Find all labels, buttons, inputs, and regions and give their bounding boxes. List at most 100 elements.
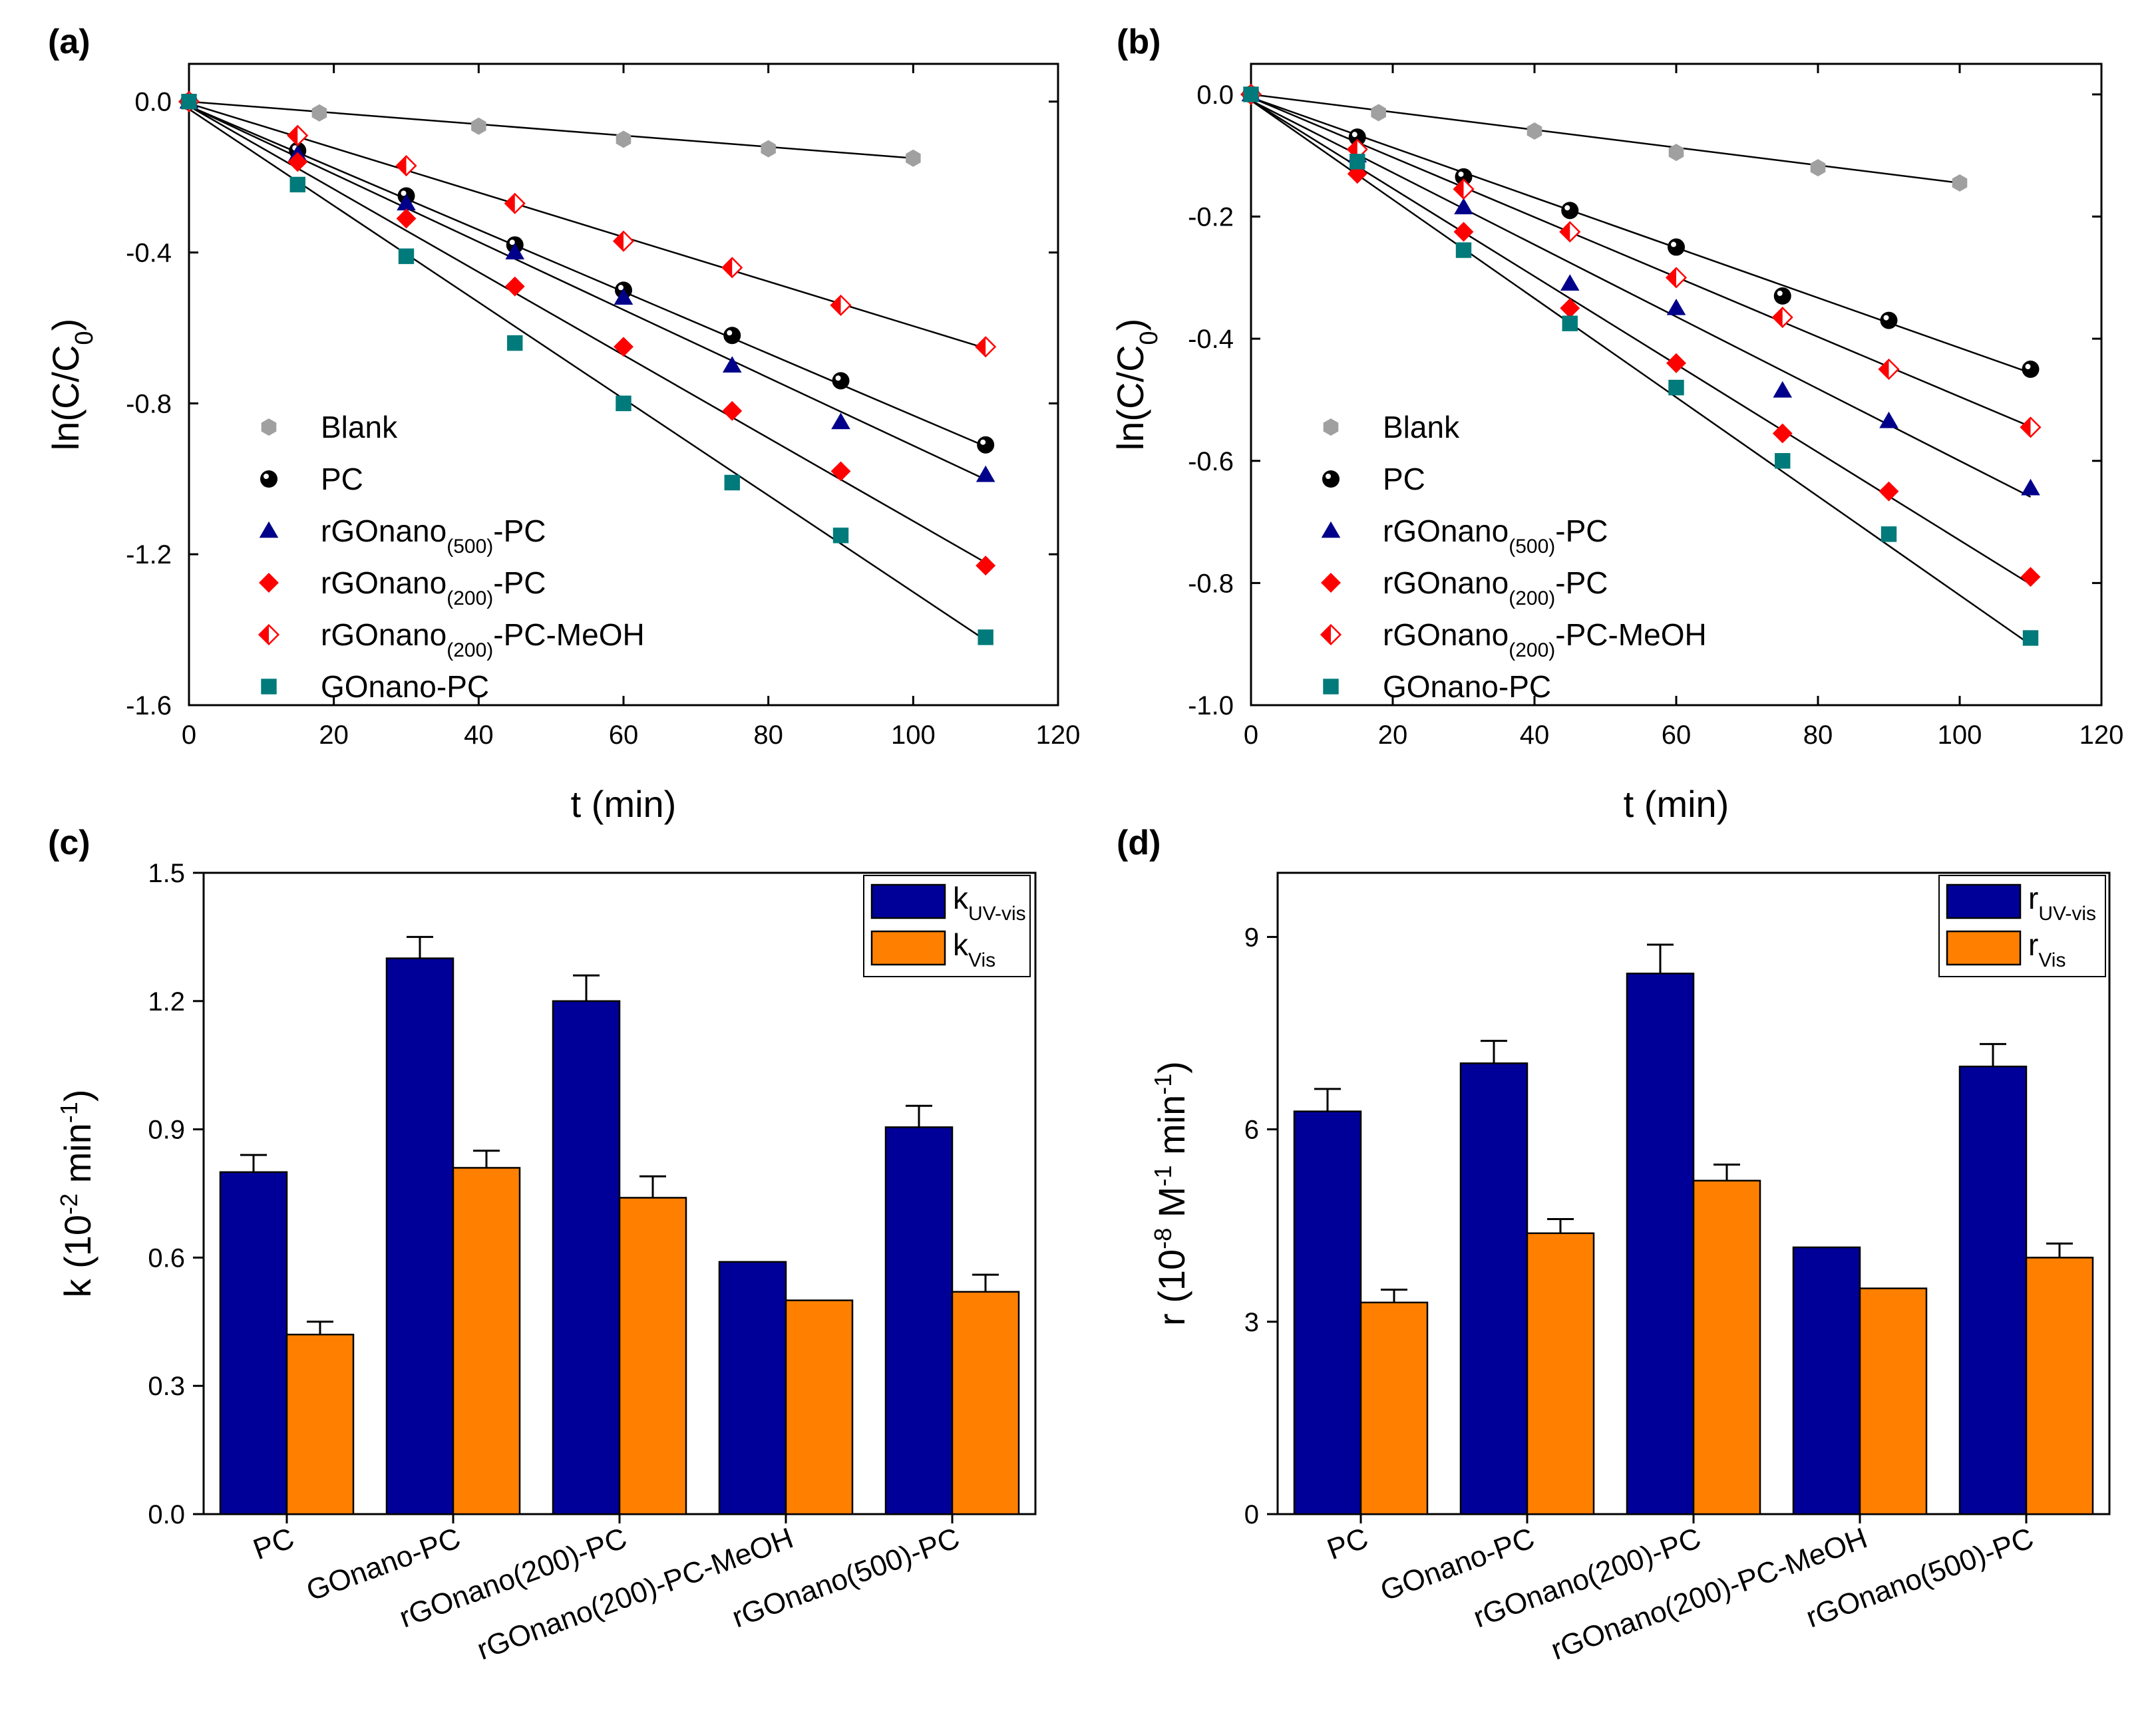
point-pc [723, 327, 741, 345]
x-tick-label: 80 [753, 720, 783, 750]
point-blank [1810, 159, 1826, 177]
legend-swatch-kvis [870, 930, 946, 966]
point-blank [471, 117, 486, 135]
point-pc-highlight [509, 239, 515, 245]
legend-marker-rgonano-200-pc-meoh-fill [1321, 625, 1331, 645]
point-rgonano-200-pc-meoh-fill [1773, 307, 1783, 327]
point-gonano-pc [832, 528, 849, 544]
category-label-pc: PC [249, 1521, 298, 1566]
point-pc [2022, 361, 2040, 379]
x-tick-label: 120 [2079, 720, 2124, 750]
point-pc-highlight [2025, 364, 2031, 370]
point-blank [311, 104, 327, 122]
point-gonano-pc [2022, 630, 2039, 646]
y-tick-label: -0.4 [126, 239, 172, 268]
point-gonano-pc [1243, 86, 1259, 102]
point-rgonano-200-pc-meoh-fill [1454, 179, 1464, 199]
panel-c-bars [219, 935, 1020, 1515]
point-gonano-pc [1775, 453, 1791, 469]
legend-label-rgonano-500-pc: rGOnano(500)-PC [321, 514, 546, 557]
bar-rvis-gonano-pc [1526, 1232, 1595, 1515]
panel-a-x-title: t (min) [571, 783, 677, 825]
point-rgonano-500-pc [831, 412, 850, 430]
panel-d-y-title: r (10-8 M-1 min-1) [1149, 1061, 1193, 1326]
bar-kuv-vis-rgonano-200-pc [552, 1000, 621, 1515]
bar-ruv-vis-gonano-pc [1459, 1062, 1528, 1515]
point-rgonano-200-pc [1666, 353, 1686, 373]
legend-label-rgonano-200-pc: rGOnano(200)-PC [321, 565, 546, 609]
legend-label-pc: PC [321, 462, 363, 496]
bar-kuv-vis-rgonano-500-pc [884, 1126, 954, 1515]
fit-line-gonano-pc [188, 108, 986, 641]
point-gonano-pc [724, 474, 740, 491]
bar-ruv-vis-pc [1293, 1110, 1362, 1515]
panel-a-y-axis: 0.0 -0.4 -0.8 -1.2 -1.6 [126, 88, 1058, 720]
panel-c-y-title: k (10-2 min-1) [55, 1090, 99, 1298]
panel-b-legend: Blank PC rGOnano(500)-PC rGOnano(200)-PC rGO… [1320, 410, 1707, 704]
y-tick-label: 0.6 [148, 1243, 185, 1273]
panel-b-y-title: ln(C/C0) [1109, 319, 1163, 450]
point-rgonano-200-pc-meoh-fill [505, 194, 515, 214]
point-pc [1668, 238, 1685, 256]
bar-ruv-vis-rgonano-200-pc-meoh [1792, 1246, 1861, 1515]
panel-b-x-title: t (min) [1624, 783, 1729, 825]
legend-label-blank: Blank [1383, 410, 1460, 444]
legend-marker-rgonano-500-pc [259, 521, 279, 538]
legend-label-kuv-vis: kUV-vis [953, 881, 1026, 925]
point-rgonano-200-pc-meoh-fill [831, 295, 841, 315]
legend-label-rgonano-200-pc-meoh: rGOnano(200)-PC-MeOH [1383, 617, 1707, 661]
panel-a-legend: Blank PC rGOnano(500)-PC rGOnano(200)-PC rGO… [258, 410, 645, 704]
category-label-rgonano-200-pc-meoh: rGOnano(200)-PC-MeOH [1547, 1521, 1872, 1666]
y-tick-label: -1.0 [1188, 691, 1234, 720]
bar-kuv-vis-gonano-pc [385, 957, 454, 1515]
bar-kuv-vis-pc [219, 1171, 288, 1515]
y-tick-label: -0.4 [1188, 325, 1234, 354]
panel-b-x-axis: 0 20 40 60 80 100 120 [1244, 64, 2124, 750]
bar-kvis-rgonano-200-pc-meoh [785, 1299, 854, 1515]
point-rgonano-200-pc [2020, 567, 2041, 587]
panel-a-plot-frame [188, 63, 1059, 706]
x-tick-label: 120 [1036, 720, 1081, 750]
bar-rvis-rgonano-500-pc [2025, 1257, 2094, 1515]
category-label-pc: PC [1323, 1521, 1372, 1566]
point-pc-highlight [1458, 171, 1464, 177]
y-tick-label: 0.0 [148, 1500, 185, 1529]
x-tick-label: 60 [1662, 720, 1692, 750]
point-gonano-pc [1349, 154, 1365, 170]
panel-b-y-axis: 0.0 -0.2 -0.4 -0.6 -0.8 -1.0 [1188, 80, 2101, 720]
point-rgonano-500-pc [1560, 274, 1580, 291]
legend-label-rvis: rVis [2028, 927, 2066, 971]
legend-label-rgonano-500-pc: rGOnano(500)-PC [1383, 514, 1608, 557]
point-rgonano-500-pc [1879, 411, 1898, 428]
y-tick-label: 0.0 [1196, 80, 1234, 110]
point-rgonano-500-pc [614, 288, 633, 305]
bar-kvis-gonano-pc [452, 1167, 521, 1515]
point-rgonano-500-pc [2021, 478, 2040, 496]
point-rgonano-500-pc [397, 194, 416, 211]
point-gonano-pc [1562, 315, 1578, 331]
point-rgonano-200-pc [1560, 298, 1580, 319]
panel-a-x-axis: 0 20 40 60 80 100 120 [182, 64, 1081, 750]
point-pc-highlight [1671, 241, 1676, 247]
panel-a-data-points [178, 90, 997, 645]
x-tick-label: 20 [319, 720, 349, 750]
bar-ruv-vis-rgonano-500-pc [1958, 1065, 2028, 1515]
point-rgonano-200-pc [504, 276, 525, 297]
point-pc [1561, 202, 1579, 220]
panel-d-label: (d) [1117, 824, 1161, 862]
bar-kvis-rgonano-500-pc [951, 1291, 1020, 1515]
point-pc-highlight [1883, 315, 1889, 321]
legend-marker-pc [1322, 470, 1340, 488]
legend-label-ruv-vis: rUV-vis [2028, 881, 2096, 925]
y-tick-label: -0.8 [1188, 569, 1234, 598]
x-tick-label: 80 [1803, 720, 1833, 750]
y-tick-label: 0.3 [148, 1372, 185, 1401]
point-rgonano-200-pc-meoh-fill [1879, 359, 1889, 379]
point-pc-highlight [980, 439, 986, 445]
fit-line-rgonano-200-pc-meoh [1250, 96, 2031, 428]
panel-a-line-chart: (a) 0 20 40 60 80 100 120 0.0-0.4-0.8-1.2-1.6 … [45, 23, 1080, 825]
panel-c-label: (c) [48, 824, 90, 862]
y-tick-label: 3 [1244, 1308, 1259, 1337]
legend-marker-gonano-pc [1323, 679, 1339, 695]
